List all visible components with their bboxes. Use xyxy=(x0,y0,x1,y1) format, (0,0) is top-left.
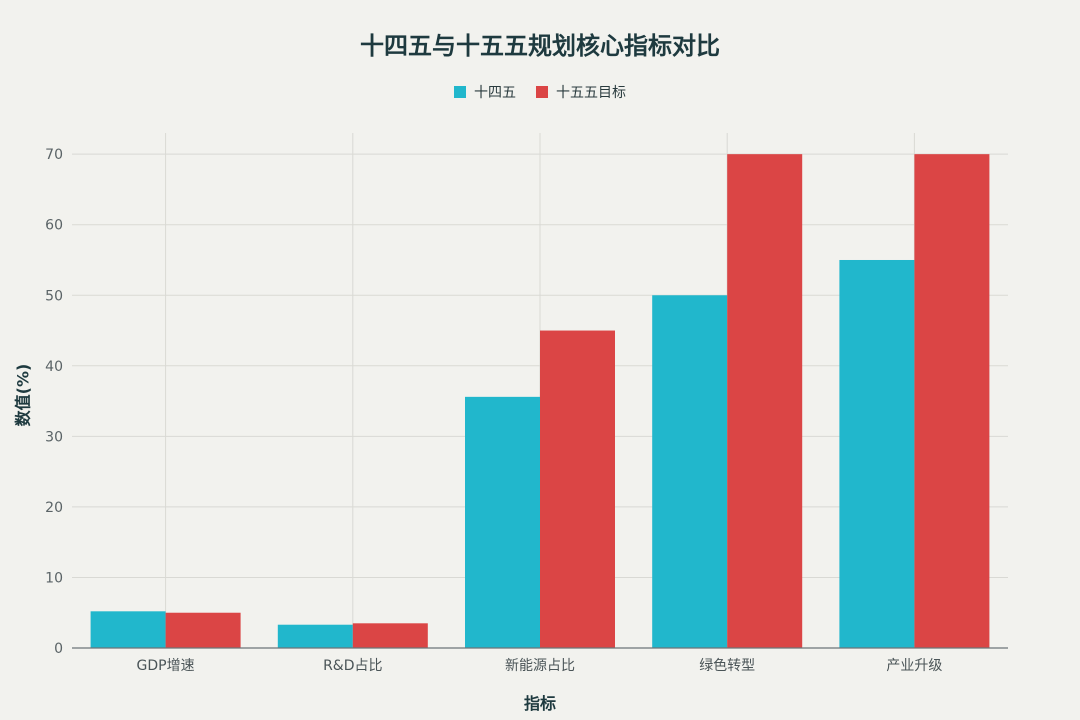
bar-series-2 xyxy=(540,330,615,648)
legend-swatch-series-1 xyxy=(454,86,466,98)
x-tick-label: 绿色转型 xyxy=(699,657,755,674)
y-tick-label: 0 xyxy=(54,641,63,657)
y-tick-label: 30 xyxy=(45,429,63,445)
y-tick-label: 50 xyxy=(45,288,63,304)
bar-series-1 xyxy=(839,259,915,648)
bar-series-2 xyxy=(727,154,803,649)
legend-item-series-2[interactable]: 十五五目标 xyxy=(536,82,626,102)
y-tick-label: 60 xyxy=(45,218,63,234)
y-tick-label: 70 xyxy=(45,147,63,163)
x-axis-title: 指标 xyxy=(523,694,556,713)
bar-series-1 xyxy=(652,295,728,648)
x-tick-label: GDP增速 xyxy=(137,658,195,674)
bar-series-1 xyxy=(465,396,540,648)
bar-series-1 xyxy=(90,611,166,648)
chart-title: 十四五与十五五规划核心指标对比 xyxy=(360,32,720,60)
bar-series-2 xyxy=(165,612,241,648)
x-tick-label: 新能源占比 xyxy=(505,658,575,674)
y-tick-label: 40 xyxy=(45,359,63,375)
bar-series-2 xyxy=(352,623,428,648)
x-tick-label: 产业升级 xyxy=(886,658,942,674)
legend-label-series-2: 十五五目标 xyxy=(556,85,626,101)
x-tick-label: R&D占比 xyxy=(323,658,382,674)
y-tick-label: 20 xyxy=(45,500,63,516)
bar-series-2 xyxy=(914,154,990,649)
legend-item-series-1[interactable]: 十四五 xyxy=(454,82,516,102)
y-tick-label: 10 xyxy=(45,570,63,586)
y-axis-title-wrapper: 数值(%) xyxy=(6,340,36,450)
legend-swatch-series-2 xyxy=(536,86,548,98)
legend-label-series-1: 十四五 xyxy=(474,85,516,101)
y-axis-title: 数值(%) xyxy=(13,363,33,427)
bar-series-1 xyxy=(277,624,353,648)
legend: 十四五 十五五目标 xyxy=(0,82,1080,102)
